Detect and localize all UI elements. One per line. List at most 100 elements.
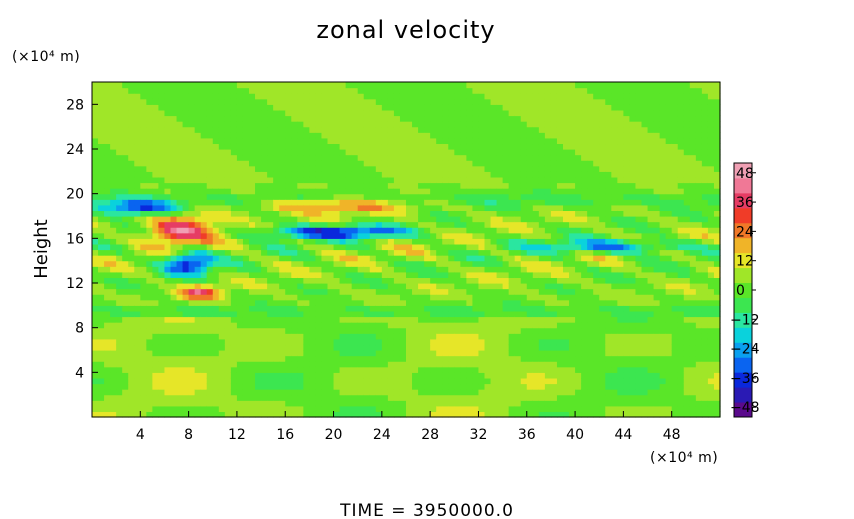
field-cell [255, 227, 262, 234]
field-cell [436, 255, 443, 262]
field-cell [255, 411, 262, 418]
field-cell [538, 109, 546, 117]
field-cell [116, 176, 123, 184]
field-cell [98, 238, 105, 245]
field-cell [406, 82, 413, 89]
field-cell [92, 260, 99, 267]
field-cell [140, 121, 147, 128]
field-cell [110, 322, 117, 329]
field-cell [399, 316, 407, 323]
field-cell [170, 171, 178, 178]
field-cell [200, 126, 208, 133]
field-cell [327, 299, 335, 306]
field-cell [472, 204, 480, 212]
field-cell [351, 238, 359, 245]
field-cell [544, 316, 552, 323]
field-cell [315, 394, 323, 401]
field-cell [309, 227, 317, 234]
field-cell [291, 149, 298, 156]
field-cell [303, 383, 310, 390]
field-cell [424, 126, 431, 133]
field-cell [502, 160, 510, 167]
field-cell [490, 255, 498, 262]
field-cell [472, 338, 480, 346]
field-cell [218, 299, 226, 306]
field-cell [508, 361, 516, 368]
field-cell [484, 227, 492, 234]
field-cell [261, 294, 268, 301]
field-cell [230, 232, 238, 239]
field-cell [478, 394, 486, 401]
field-cell [587, 232, 594, 239]
field-cell [575, 322, 582, 329]
field-cell [587, 132, 594, 139]
field-cell [436, 154, 443, 161]
field-cell [116, 260, 123, 267]
field-cell [116, 350, 123, 357]
field-cell [327, 283, 335, 290]
field-cell [581, 322, 588, 329]
field-cell [442, 154, 449, 161]
field-cell [194, 372, 202, 379]
field-cell [128, 327, 135, 334]
field-cell [170, 383, 178, 390]
field-cell [532, 361, 540, 368]
field-cell [291, 109, 298, 117]
field-cell [381, 305, 389, 312]
field-cell [249, 333, 256, 340]
field-cell [454, 294, 461, 301]
field-cell [424, 210, 431, 217]
field-cell [532, 277, 540, 284]
field-cell [158, 132, 166, 139]
field-cell [285, 126, 292, 133]
field-cell [351, 266, 359, 273]
field-cell [442, 243, 449, 251]
field-cell [321, 232, 329, 239]
field-cell [212, 221, 220, 228]
field-cell [285, 372, 292, 379]
field-cell [460, 149, 467, 156]
field-cell [544, 121, 552, 128]
field-cell [520, 377, 528, 385]
field-cell [406, 243, 413, 251]
field-cell [285, 171, 292, 178]
field-cell [321, 333, 329, 340]
field-cell [164, 87, 172, 94]
field-cell [448, 232, 455, 239]
field-cell [569, 154, 576, 161]
field-cell [273, 216, 280, 223]
field-cell [375, 277, 383, 284]
field-cell [303, 350, 310, 357]
field-cell [104, 87, 111, 94]
field-cell [152, 121, 160, 128]
field-cell [170, 204, 178, 212]
field-cell [303, 176, 310, 184]
field-cell [249, 160, 256, 167]
field-cell [526, 104, 534, 111]
field-cell [212, 327, 220, 334]
field-cell [164, 377, 172, 385]
field-cell [236, 182, 244, 189]
field-cell [303, 305, 310, 312]
field-cell [544, 171, 552, 178]
field-cell [188, 126, 196, 133]
field-cell [508, 271, 516, 279]
field-cell [442, 115, 449, 122]
field-cell [363, 160, 371, 167]
field-cell [273, 255, 280, 262]
field-cell [399, 322, 407, 329]
field-cell [418, 299, 425, 306]
field-cell [315, 221, 323, 228]
field-cell [134, 283, 141, 290]
field-cell [188, 299, 196, 306]
field-cell [399, 400, 407, 407]
field-cell [309, 310, 317, 318]
field-cell [412, 394, 419, 401]
field-cell [430, 394, 437, 401]
field-cell [261, 271, 268, 279]
field-cell [508, 132, 516, 139]
field-cell [442, 249, 449, 256]
field-cell [140, 405, 147, 413]
field-cell [188, 204, 196, 212]
field-cell [339, 154, 347, 161]
